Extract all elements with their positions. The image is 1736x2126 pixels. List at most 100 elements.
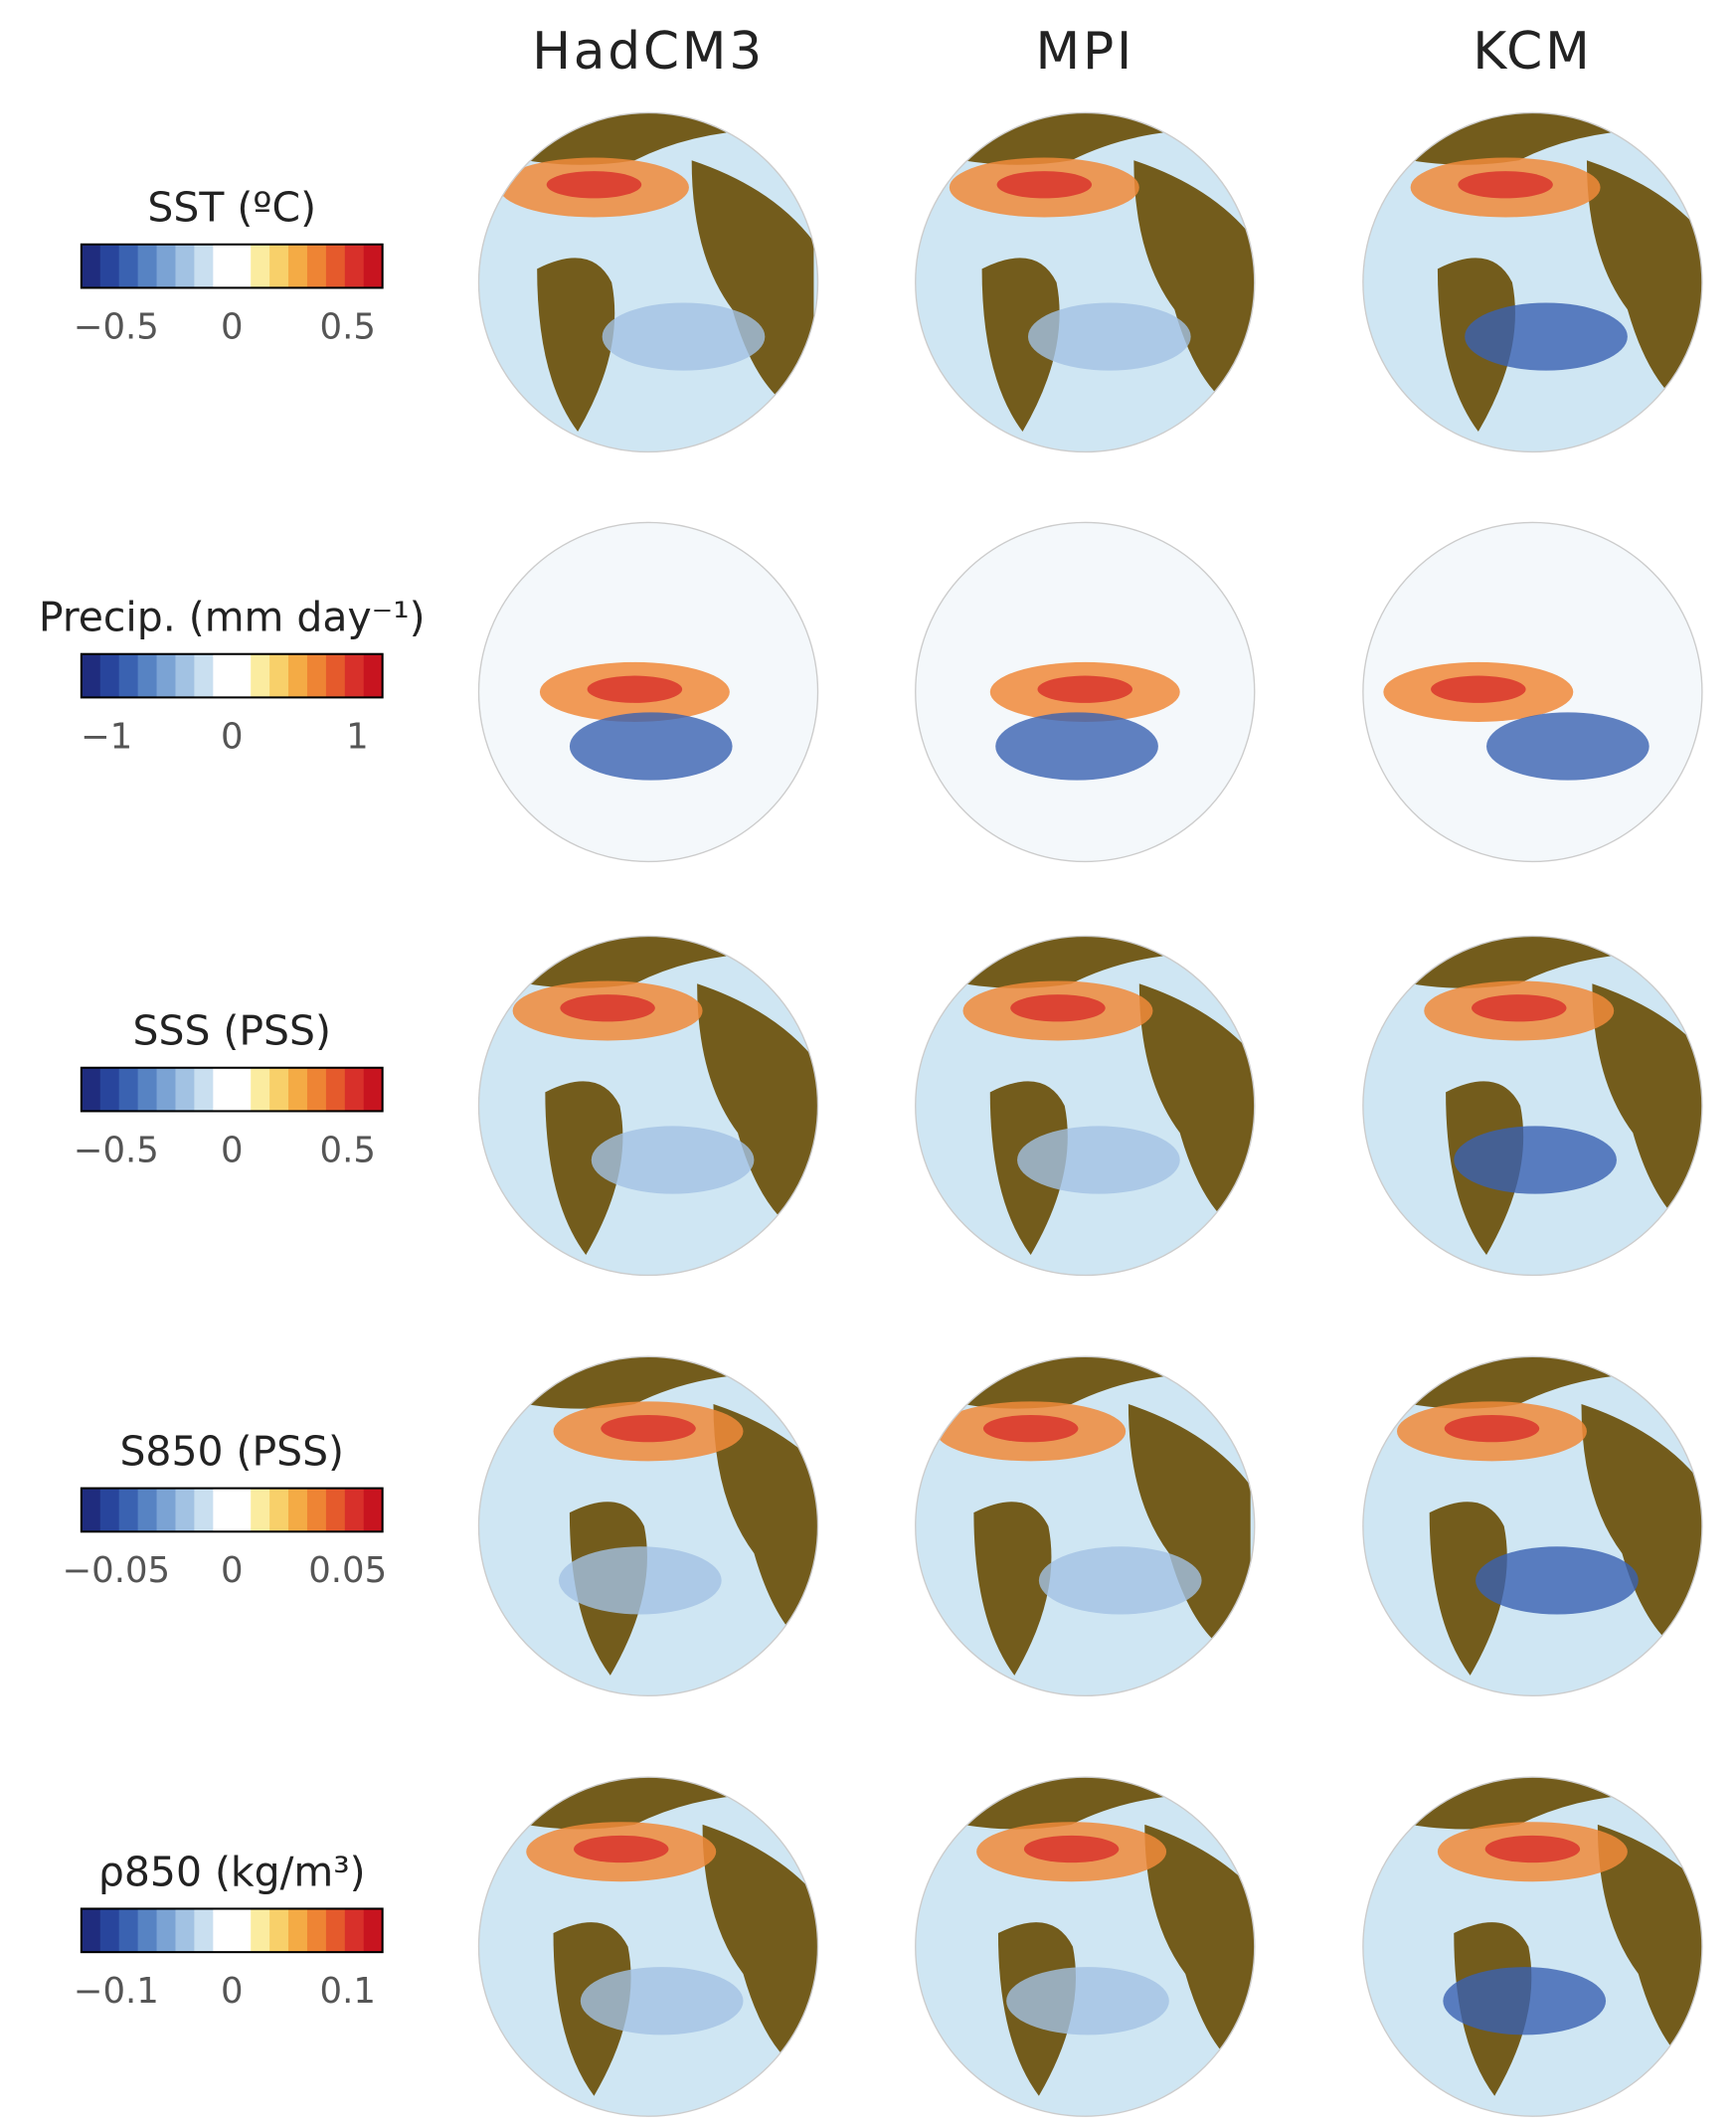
colorbar-swatch [81, 1067, 101, 1112]
colorbar-swatch [306, 653, 327, 698]
land [1133, 160, 1255, 419]
land [981, 258, 1060, 433]
colorbar-swatch [137, 1488, 158, 1532]
colorbar-swatch [363, 1067, 384, 1112]
cool-anomaly [1038, 1546, 1202, 1615]
warm-core [601, 1414, 696, 1443]
warm-core [1444, 1414, 1540, 1443]
colorbar-swatch [175, 1908, 196, 1953]
cool-anomaly [1476, 1546, 1639, 1615]
colorbar-swatch [251, 1488, 270, 1532]
land [1429, 1502, 1507, 1676]
column-title: HadCM3 [532, 22, 765, 82]
colorbar-swatch [363, 1908, 384, 1953]
colorbar-swatch [306, 1908, 327, 1953]
globe-outline [1362, 1776, 1703, 2117]
colorbar-swatch [306, 1488, 327, 1532]
colorbar-swatch [175, 653, 196, 698]
colorbar-swatch [194, 653, 215, 698]
globe-outline [477, 111, 819, 453]
colorbar-swatch [194, 1067, 215, 1112]
colorbar-swatch [194, 244, 215, 288]
colorbar-swatch [137, 1067, 158, 1112]
colorbar-swatch [306, 244, 327, 288]
colorbar-swatch [156, 1908, 177, 1953]
cool-anomaly [580, 1967, 744, 2036]
colorbar-swatch [99, 244, 120, 288]
globe [915, 936, 1255, 1276]
colorbar-label: S850 (PSS) [119, 1428, 344, 1476]
colorbar-swatch [137, 653, 158, 698]
colorbar-swatch [232, 1488, 252, 1532]
colorbar-swatch [137, 1908, 158, 1953]
cool-anomaly [1454, 1126, 1617, 1194]
colorbar-swatch [194, 1908, 215, 1953]
globe [478, 112, 818, 452]
colorbar-swatch [213, 653, 233, 698]
land [973, 1502, 1052, 1676]
globe-outline [1362, 1355, 1703, 1697]
colorbar-swatch [175, 1488, 196, 1532]
land [537, 258, 615, 433]
colorbar-tick-label: 0.5 [320, 306, 376, 347]
colorbar-swatch [81, 244, 101, 288]
warm-core [546, 171, 642, 199]
colorbar-frame [80, 1487, 384, 1533]
land [1586, 160, 1702, 419]
globe [478, 1777, 818, 2117]
column-title: KCM [1473, 22, 1592, 82]
colorbar-swatch [344, 1488, 365, 1532]
colorbar-tick-label: 0 [221, 716, 244, 757]
colorbar-swatch [118, 1488, 139, 1532]
globe-outline [477, 935, 819, 1277]
warm-core [560, 994, 655, 1022]
warm-core [1431, 675, 1526, 703]
warm-core [1037, 675, 1132, 703]
colorbar-swatch [232, 244, 252, 288]
globe-outline [1362, 935, 1703, 1277]
globe-outline [1362, 521, 1703, 863]
colorbar-swatch [118, 1908, 139, 1953]
colorbar-swatch [156, 1488, 177, 1532]
colorbar-swatch [156, 653, 177, 698]
cool-anomaly [1465, 302, 1628, 371]
cool-anomaly [591, 1126, 755, 1194]
warm-core [996, 171, 1093, 199]
colorbar-label: Precip. (mm day⁻¹) [39, 594, 426, 641]
colorbar-swatch [81, 1488, 101, 1532]
land [702, 1824, 818, 2083]
colorbar-swatch [325, 653, 346, 698]
warm-core [573, 1835, 669, 1863]
colorbar-swatch [363, 244, 384, 288]
cool-anomaly [1443, 1967, 1607, 2036]
land [697, 983, 818, 1242]
warm-core [1010, 994, 1106, 1022]
colorbar-tick-label: −1 [81, 716, 132, 757]
globe [478, 936, 818, 1276]
colorbar-swatch [325, 1067, 346, 1112]
colorbar-swatch [269, 1488, 289, 1532]
colorbar-swatch [81, 1908, 101, 1953]
warm-core [1023, 1835, 1120, 1863]
globe [915, 522, 1255, 862]
globe-outline [477, 1776, 819, 2117]
land [1144, 1824, 1255, 2083]
globe-outline [915, 1776, 1256, 2117]
colorbar-swatch [251, 244, 270, 288]
colorbar-swatch [269, 1067, 289, 1112]
cool-anomaly [602, 302, 766, 371]
globe-outline [1362, 111, 1703, 453]
cool-anomaly [558, 1546, 722, 1615]
colorbar-swatch [213, 244, 233, 288]
column-title: MPI [1036, 22, 1134, 82]
colorbar-swatch [344, 244, 365, 288]
colorbar-swatch [232, 1908, 252, 1953]
colorbar-swatch [99, 653, 120, 698]
colorbar-swatch [118, 1067, 139, 1112]
colorbar-swatch [288, 1908, 308, 1953]
colorbar-label: SSS (PSS) [133, 1007, 331, 1055]
colorbar-swatch [325, 244, 346, 288]
cool-anomaly [1006, 1967, 1169, 2036]
colorbar-swatch [251, 1908, 270, 1953]
